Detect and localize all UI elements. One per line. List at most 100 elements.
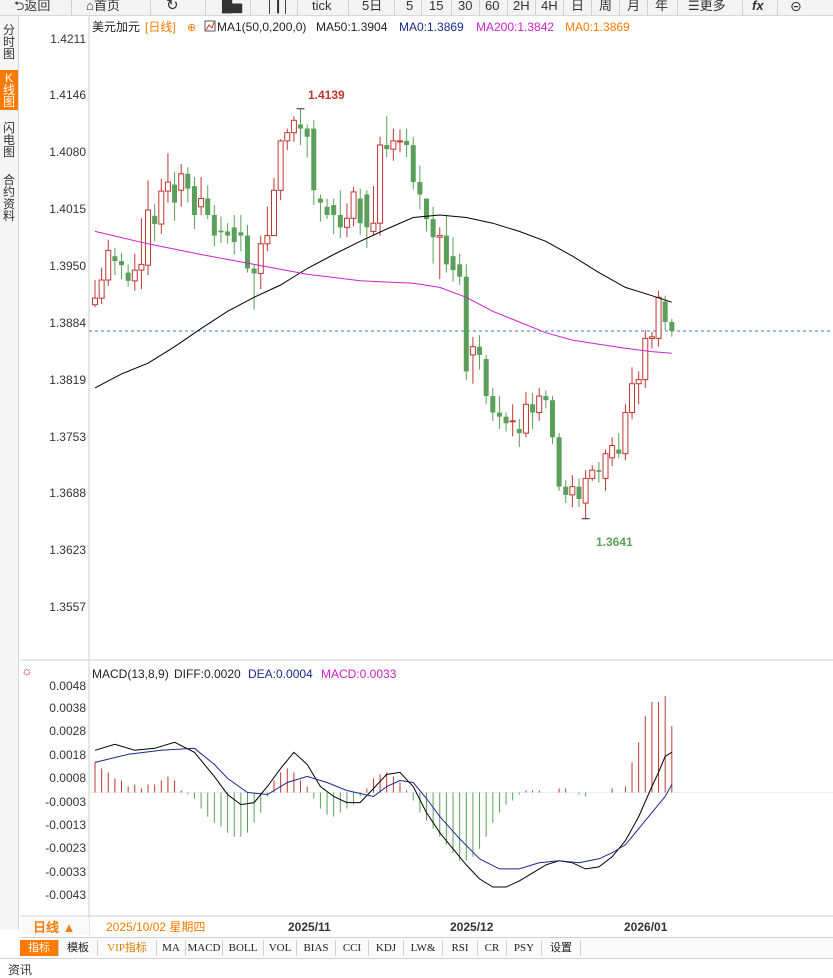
refresh-icon[interactable]: ↻ (166, 0, 179, 14)
tab-bias[interactable]: BIAS (297, 940, 336, 956)
tab-indicators[interactable]: 指标 (20, 940, 59, 956)
candle-body (317, 198, 323, 203)
candle-body (290, 119, 297, 134)
candle-body (410, 145, 416, 183)
period-day[interactable]: 日 (571, 0, 585, 13)
candle-body (311, 128, 317, 191)
candle-body (596, 470, 602, 472)
back-button[interactable]: ⮌返回 (14, 0, 51, 13)
ma0-secondary-value: MA0:1.3869 (565, 20, 630, 34)
ma-label: MA1(50,0,200,0) (217, 20, 306, 34)
candle-body (251, 268, 257, 274)
price-chart[interactable]: 美元加元 [日线] ⊕ MA1(50,0,200,0) MA50:1.3904 … (0, 0, 833, 935)
footer-bar: 资讯 (0, 958, 833, 977)
candle-body (655, 296, 662, 339)
tab-kdj[interactable]: KDJ (369, 940, 404, 956)
tab-kline-chart[interactable]: K线图 (0, 70, 18, 110)
candle-body (443, 235, 449, 265)
period-60m[interactable]: 60 (485, 0, 500, 13)
macd-tick: -0.0033 (45, 865, 86, 879)
candle-body (563, 486, 569, 495)
macd-tick: -0.0043 (45, 888, 86, 902)
home-button[interactable]: ⌂首页 (86, 0, 120, 13)
tab-lw[interactable]: LW& (404, 940, 443, 956)
period-30m[interactable]: 30 (458, 0, 473, 13)
tab-settings[interactable]: 设置 (542, 940, 581, 956)
top-toolbar: ⮌返回 ⌂首页 ↻ ▇▅ │┃│ tick 5日 5 15 30 60 2H 4… (0, 0, 833, 16)
period-month[interactable]: 月 (627, 0, 641, 13)
tab-flash-chart[interactable]: 闪电图 (2, 121, 15, 159)
candle-body (257, 243, 264, 274)
macd-tick: 0.0028 (49, 724, 86, 738)
macd-tick: 0.0048 (49, 679, 86, 693)
price-tick: 1.3950 (49, 259, 86, 273)
candle-body (669, 322, 675, 332)
candle-body (390, 140, 397, 150)
candle-body (92, 297, 98, 306)
tab-vip-indicators[interactable]: VIP指标 (98, 940, 157, 956)
macd-tick: -0.0003 (45, 795, 86, 809)
candle-body (589, 469, 596, 479)
candle-body (556, 437, 562, 487)
candle-body (225, 231, 231, 236)
tab-vol[interactable]: VOL (264, 940, 297, 956)
tab-macd[interactable]: MACD (186, 940, 223, 956)
candle-body (662, 301, 668, 322)
indicator-tab-bar: 指标 模板 VIP指标 MA MACD BOLL VOL BIAS CCI KD… (20, 937, 833, 956)
tab-ma[interactable]: MA (157, 940, 186, 956)
candle-body (477, 346, 483, 355)
candle-body (635, 379, 642, 385)
low-price-label: 1.3641 (596, 535, 633, 549)
candle-body (238, 232, 244, 236)
chart-icon[interactable]: ▇▅ (222, 0, 242, 13)
candle-body (105, 249, 112, 281)
period-5m[interactable]: 5 (406, 0, 414, 13)
tab-contract-info[interactable]: 合约资料 (2, 173, 15, 223)
candle-body (264, 235, 271, 245)
macd-label: MACD(13,8,9) (92, 667, 169, 681)
tab-cci[interactable]: CCI (336, 940, 369, 956)
candle-body (145, 209, 152, 266)
tab-boll[interactable]: BOLL (223, 940, 264, 956)
period-label: [日线] (145, 20, 176, 34)
candle-body (172, 184, 178, 203)
candle-body (490, 396, 496, 413)
period-year[interactable]: 年 (655, 0, 669, 13)
period-2h[interactable]: 2H (513, 0, 530, 13)
add-indicator-icon[interactable]: ⊕ (187, 22, 196, 34)
price-tick: 1.3753 (49, 430, 86, 444)
tab-cr[interactable]: CR (478, 940, 507, 956)
candle-body (509, 420, 516, 423)
macd-diff-line (94, 741, 673, 888)
tab-psy[interactable]: PSY (507, 940, 542, 956)
period-5d[interactable]: 5日 (362, 0, 383, 13)
candle-body (158, 190, 165, 225)
indicator-settings-icon[interactable] (204, 20, 216, 32)
period-4h[interactable]: 4H (541, 0, 558, 13)
tick-button[interactable]: tick (312, 0, 332, 13)
period-week[interactable]: 周 (599, 0, 613, 13)
date-tick: 2025/11 (288, 920, 331, 934)
candle-body (582, 477, 589, 504)
macd-tick: 0.0018 (49, 748, 86, 762)
candle-body (549, 400, 555, 438)
period-15m[interactable]: 15 (429, 0, 444, 13)
tab-rsi[interactable]: RSI (443, 940, 478, 956)
tab-time-chart[interactable]: 分时图 (2, 23, 15, 61)
fx-button[interactable]: fx (752, 0, 764, 13)
tab-templates[interactable]: 模板 (59, 940, 98, 956)
zoom-out-icon[interactable]: ⊝ (790, 0, 802, 14)
price-tick: 1.4015 (49, 202, 86, 216)
macd-settings-icon[interactable]: ☼ (21, 663, 33, 678)
candle-icon[interactable]: │┃│ (266, 0, 291, 13)
period-select-button[interactable]: 日线 ▲ (33, 920, 75, 935)
candle-body (377, 144, 384, 224)
more-button[interactable]: ☰更多 (688, 0, 726, 13)
price-tick: 1.3819 (49, 373, 86, 387)
candle-body (331, 205, 337, 215)
candle-body (185, 173, 191, 189)
ma200-value: MA200:1.3842 (476, 20, 554, 34)
candle-body (304, 128, 310, 137)
news-tab[interactable]: 资讯 (8, 963, 33, 977)
cursor-date-label: 2025/10/02 星期四 (106, 920, 205, 934)
